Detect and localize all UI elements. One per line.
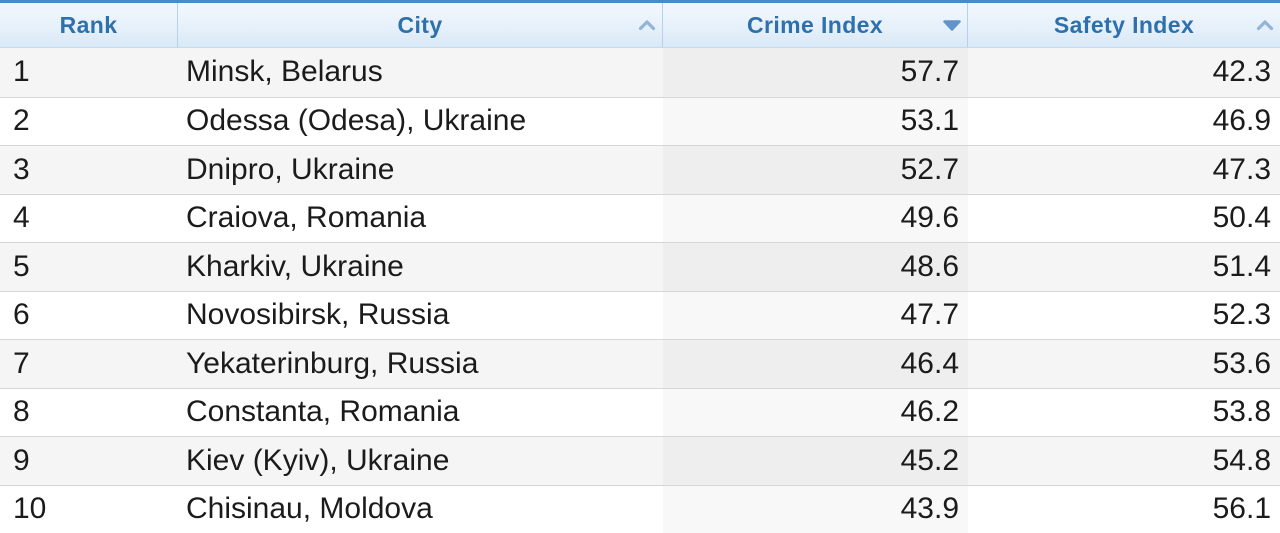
column-header-label: City xyxy=(397,11,443,38)
table-header-row: Rank City Crime Index Safety Index xyxy=(0,0,1280,48)
safety-index-cell: 54.8 xyxy=(1212,443,1271,477)
safety-index-cell: 42.3 xyxy=(1212,55,1271,89)
safety-index-cell: 50.4 xyxy=(1212,201,1271,235)
rank-cell: 3 xyxy=(13,152,30,186)
rank-cell: 4 xyxy=(13,201,30,235)
column-header-crime-index[interactable]: Crime Index xyxy=(663,3,968,47)
rank-cell: 5 xyxy=(13,249,30,283)
city-cell: Yekaterinburg, Russia xyxy=(186,346,479,380)
table-row: 4 Craiova, Romania 49.6 50.4 xyxy=(0,193,1280,242)
chevron-up-icon xyxy=(638,20,656,31)
rank-cell: 1 xyxy=(13,55,30,89)
rank-cell: 8 xyxy=(13,395,30,429)
city-cell: Odessa (Odesa), Ukraine xyxy=(186,104,527,138)
crime-index-cell: 45.2 xyxy=(663,437,968,485)
table-row: 6 Novosibirsk, Russia 47.7 52.3 xyxy=(0,290,1280,339)
crime-index-cell: 47.7 xyxy=(663,291,968,339)
table-row: 1 Minsk, Belarus 57.7 42.3 xyxy=(0,48,1280,97)
crime-index-cell: 43.9 xyxy=(663,485,968,533)
safety-index-cell: 56.1 xyxy=(1212,492,1271,526)
city-cell: Chisinau, Moldova xyxy=(186,492,433,526)
city-cell: Dnipro, Ukraine xyxy=(186,152,395,186)
column-header-label: Rank xyxy=(59,11,118,38)
crime-index-cell: 52.7 xyxy=(663,146,968,194)
crime-index-cell: 46.4 xyxy=(663,340,968,388)
rank-cell: 10 xyxy=(13,492,47,526)
city-cell: Craiova, Romania xyxy=(186,201,427,235)
rank-cell: 7 xyxy=(13,346,30,380)
table-row: 5 Kharkiv, Ukraine 48.6 51.4 xyxy=(0,242,1280,291)
chevron-up-icon xyxy=(1256,20,1274,31)
safety-index-cell: 47.3 xyxy=(1212,152,1271,186)
safety-index-cell: 51.4 xyxy=(1212,249,1271,283)
column-header-label: Crime Index xyxy=(746,11,884,38)
crime-index-cell: 46.2 xyxy=(663,388,968,436)
table-row: 9 Kiev (Kyiv), Ukraine 45.2 54.8 xyxy=(0,436,1280,485)
safety-index-cell: 53.8 xyxy=(1212,395,1271,429)
city-cell: Novosibirsk, Russia xyxy=(186,298,450,332)
city-cell: Kharkiv, Ukraine xyxy=(186,249,404,283)
city-cell: Constanta, Romania xyxy=(186,395,460,429)
city-cell: Kiev (Kyiv), Ukraine xyxy=(186,443,450,477)
rank-cell: 2 xyxy=(13,104,30,138)
crime-index-cell: 48.6 xyxy=(663,243,968,291)
table-row: 2 Odessa (Odesa), Ukraine 53.1 46.9 xyxy=(0,96,1280,145)
rank-cell: 9 xyxy=(13,443,30,477)
triangle-down-icon xyxy=(943,20,961,31)
column-header-rank[interactable]: Rank xyxy=(0,3,178,47)
table-row: 10 Chisinau, Moldova 43.9 56.1 xyxy=(0,484,1280,533)
column-header-label: Safety Index xyxy=(1053,11,1195,38)
table-row: 7 Yekaterinburg, Russia 46.4 53.6 xyxy=(0,339,1280,388)
crime-index-cell: 49.6 xyxy=(663,194,968,242)
city-cell: Minsk, Belarus xyxy=(186,55,383,89)
column-header-city[interactable]: City xyxy=(178,3,663,47)
safety-index-cell: 53.6 xyxy=(1212,346,1271,380)
safety-index-cell: 46.9 xyxy=(1212,104,1271,138)
table-body: 1 Minsk, Belarus 57.7 42.3 2 Odessa (Ode… xyxy=(0,48,1280,533)
table-row: 8 Constanta, Romania 46.2 53.8 xyxy=(0,387,1280,436)
crime-index-cell: 53.1 xyxy=(663,97,968,145)
column-header-safety-index[interactable]: Safety Index xyxy=(968,3,1280,47)
safety-index-cell: 52.3 xyxy=(1212,298,1271,332)
rank-cell: 6 xyxy=(13,298,30,332)
table-row: 3 Dnipro, Ukraine 52.7 47.3 xyxy=(0,145,1280,194)
crime-index-cell: 57.7 xyxy=(663,48,968,97)
